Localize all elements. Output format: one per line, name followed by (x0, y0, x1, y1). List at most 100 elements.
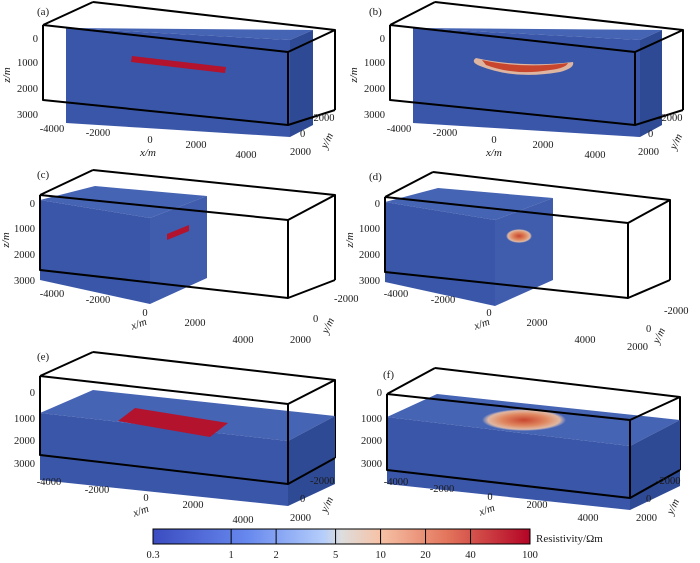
x-tick: 0 (486, 308, 491, 319)
y-axis-label: y/m (318, 131, 336, 151)
x-tick: -2000 (86, 128, 111, 139)
y-tick: 0 (300, 129, 305, 140)
z-tick: 3000 (14, 276, 35, 287)
x-tick: 4000 (578, 513, 599, 524)
x-tick: -4000 (40, 124, 65, 135)
anomaly-true-e (118, 408, 228, 437)
z-tick: 1000 (361, 414, 382, 425)
x-tick: 2000 (186, 140, 207, 151)
x-tick: 4000 (575, 335, 596, 346)
panel-c: (c) 0 1000 2000 3000 z/m -4000 -2000 0 2… (0, 169, 359, 346)
x-tick: 0 (143, 493, 148, 504)
colorbar-tick-label: 1 (229, 550, 234, 561)
z-tick: 1000 (17, 58, 38, 69)
x-axis-label: x/m (129, 316, 149, 333)
z-axis-label: z/m (344, 232, 356, 248)
x-tick: -2000 (86, 295, 111, 306)
x-tick: 0 (491, 135, 496, 146)
panel-label-c: (c) (37, 169, 50, 181)
y-tick: -2000 (334, 294, 359, 305)
panel-e: (e) 0 1000 2000 3000 -4000 -2000 0 2000 … (14, 351, 336, 526)
y-tick: 2000 (638, 147, 659, 158)
x-axis-label: x/m (139, 147, 156, 159)
z-tick: 1000 (364, 58, 385, 69)
block-top-face (385, 188, 553, 220)
x-tick: 2000 (183, 500, 204, 511)
block-top-face (66, 28, 313, 40)
panel-a: (a) 0 1000 2000 3000 z/m -4000 -2000 0 2… (1, 1, 336, 161)
x-tick: 0 (142, 308, 147, 319)
colorbar-tick-label: 5 (333, 550, 338, 561)
x-tick: -2000 (85, 485, 110, 496)
y-axis-label: y/m (667, 132, 685, 152)
x-tick: -4000 (40, 289, 65, 300)
panel-label-f: (f) (383, 369, 394, 381)
frame-edge (42, 1, 94, 26)
z-tick: 0 (380, 34, 385, 45)
anomaly-true-c (167, 225, 189, 240)
y-axis-label: y/m (318, 495, 336, 515)
x-tick: -4000 (37, 477, 62, 488)
block-side-face (288, 416, 335, 506)
z-tick: 2000 (361, 436, 382, 447)
colorbar-tick-label: 2 (273, 550, 278, 561)
frame-edge (384, 196, 629, 224)
panel-d: (d) 0 1000 2000 3000 z/m -4000 -2000 0 2… (344, 171, 689, 353)
y-tick: 0 (313, 314, 318, 325)
colorbar-ticks: 0.3 1 2 5 10 20 40 100 (146, 529, 538, 561)
x-tick: -4000 (387, 124, 412, 135)
y-tick: 0 (646, 324, 651, 335)
z-tick: 2000 (14, 250, 35, 261)
anomaly-inverted-d (506, 229, 532, 243)
z-tick: 0 (30, 388, 35, 399)
z-tick: 3000 (361, 459, 382, 470)
y-tick: -2000 (656, 476, 681, 487)
colorbar-tick-label: 10 (375, 550, 386, 561)
panel-f: (f) 0 1000 2000 3000 -4000 -2000 0 2000 … (361, 367, 682, 524)
block-top-face (40, 390, 335, 441)
z-tick: 0 (33, 34, 38, 45)
anomaly-inverted-f (482, 409, 566, 431)
y-tick: 0 (300, 494, 305, 505)
frame-front (384, 197, 671, 299)
z-tick: 2000 (359, 250, 380, 261)
y-tick: -2000 (310, 476, 335, 487)
z-tick: 0 (377, 388, 382, 399)
x-tick: -2000 (433, 128, 458, 139)
block-side-face (640, 30, 662, 137)
block-side-face (290, 30, 313, 137)
anomaly-true-a (131, 56, 226, 73)
frame-edge (42, 24, 289, 53)
block-front-face (413, 28, 640, 137)
panel-b: (b) 0 1000 2000 3000 z/m -4000 -2000 0 2… (348, 1, 685, 161)
block-front-face (387, 417, 630, 510)
panel-label-d: (d) (369, 171, 382, 183)
z-tick: 1000 (14, 414, 35, 425)
y-tick: 0 (646, 494, 651, 505)
x-tick: 2000 (527, 500, 548, 511)
colorbar: 0.3 1 2 5 10 20 40 100 Resistivity/Ωm (146, 528, 603, 561)
colorbar-tick-label: 20 (420, 550, 431, 561)
z-tick: 2000 (17, 84, 38, 95)
x-tick: 0 (487, 492, 492, 503)
z-tick: 2000 (14, 436, 35, 447)
x-tick: 2000 (533, 140, 554, 151)
y-tick: 0 (648, 129, 653, 140)
colorbar-title: Resistivity/Ωm (536, 533, 603, 545)
y-axis-label: y/m (664, 497, 682, 517)
colorbar-tick-label: 40 (465, 550, 476, 561)
x-axis-label: x/m (131, 503, 151, 520)
y-tick: 2000 (627, 342, 648, 353)
block-side-face (630, 420, 680, 510)
frame-edge (39, 194, 289, 221)
x-tick: 4000 (585, 150, 606, 161)
x-tick: 4000 (233, 515, 254, 526)
z-tick: 2000 (364, 84, 385, 95)
y-axis-label: y/m (650, 326, 668, 346)
x-axis-label: x/m (485, 147, 502, 159)
frame-edge (39, 375, 289, 405)
x-axis-label: x/m (477, 502, 497, 519)
frame-edge (384, 171, 434, 198)
frame-edge (287, 379, 336, 405)
